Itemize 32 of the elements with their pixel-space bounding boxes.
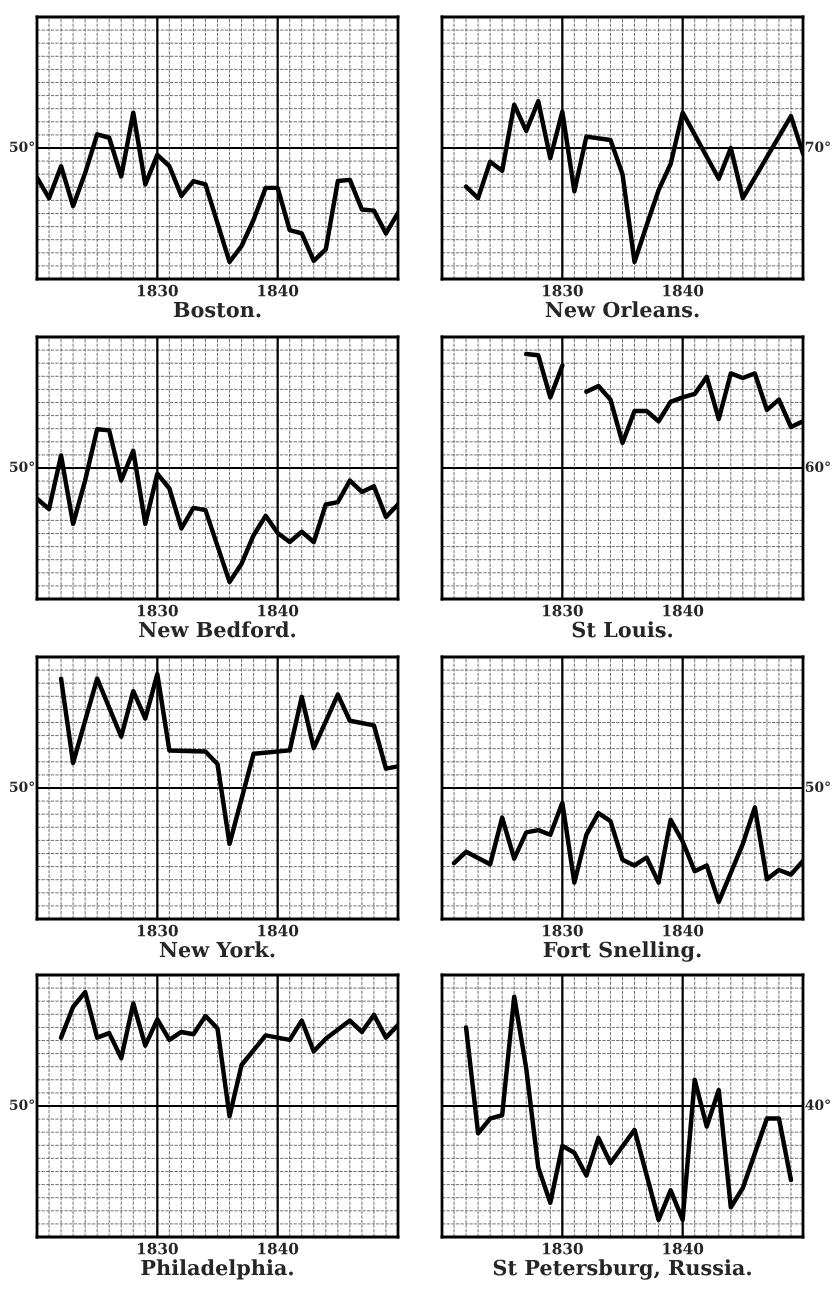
x-tick-label: 1840 (258, 284, 299, 297)
x-tick-label: 1840 (663, 604, 704, 617)
x-tick-label: 1830 (137, 604, 178, 617)
text: 40° (805, 1099, 830, 1111)
text: St Petersburg, Russia. (493, 1259, 751, 1280)
x-tick-label: 1830 (137, 924, 178, 937)
text: New Orleans. (545, 301, 699, 318)
x-tick-label: 1830 (542, 604, 583, 617)
x-tick-label: 1830 (542, 1242, 583, 1255)
text: New York. (159, 941, 275, 958)
x-tick-label: 1840 (258, 924, 299, 937)
text: New Bedford. (139, 621, 296, 638)
x-tick-label: 1840 (663, 924, 704, 937)
text: 60° (805, 461, 830, 473)
x-tick-label: 1830 (137, 1242, 178, 1255)
x-tick-label: 1840 (663, 284, 704, 297)
text: Philadelphia. (141, 1259, 293, 1280)
text: St Louis. (572, 621, 673, 638)
x-tick-label: 1840 (258, 604, 299, 617)
x-tick-label: 1840 (258, 1242, 299, 1255)
text: 50° (10, 141, 34, 153)
text: 70° (805, 141, 830, 153)
text: 50° (10, 1099, 34, 1111)
text: 50° (10, 781, 34, 793)
text: Fort Snelling. (543, 941, 701, 962)
x-tick-label: 1830 (137, 284, 178, 297)
text: Boston. (173, 301, 261, 318)
text: 50° (805, 781, 830, 793)
x-tick-label: 1830 (542, 924, 583, 937)
text: 50° (10, 461, 34, 473)
x-tick-label: 1830 (542, 284, 583, 297)
x-tick-label: 1840 (663, 1242, 704, 1255)
